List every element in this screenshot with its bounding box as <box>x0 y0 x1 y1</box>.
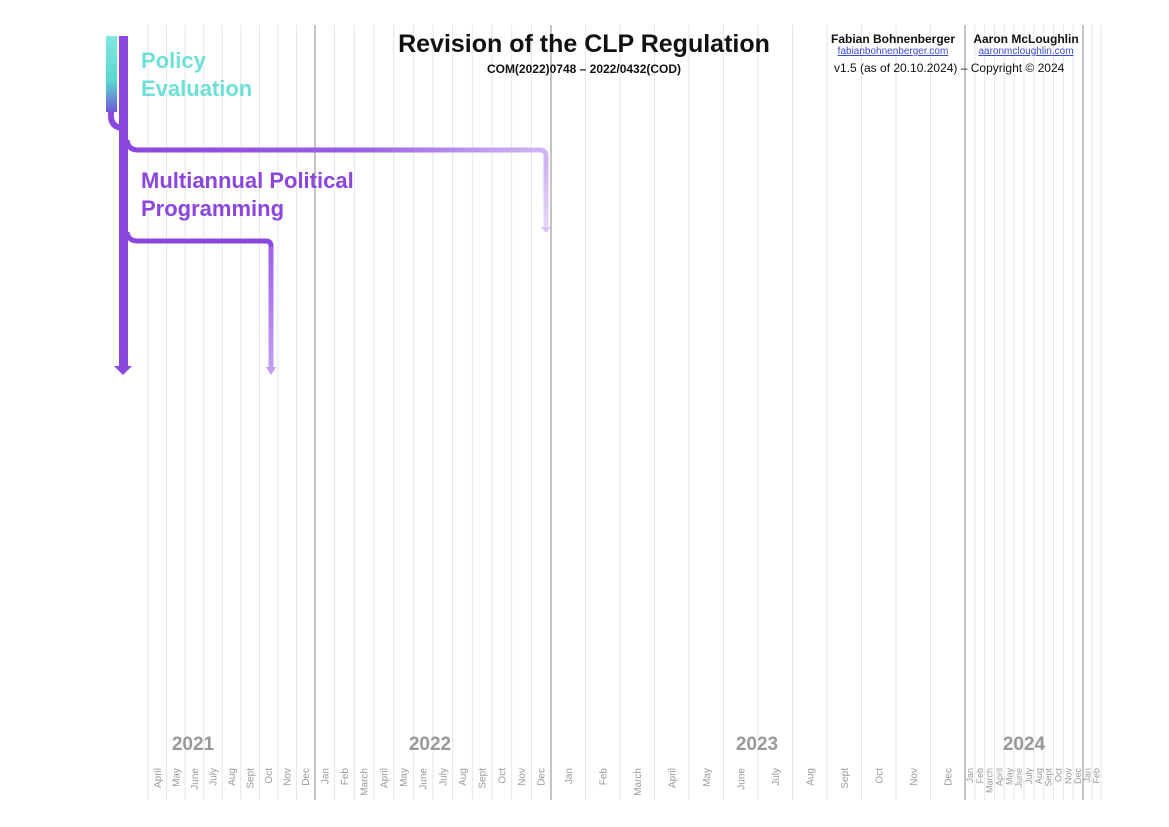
version-copyright: v1.5 (as of 20.10.2024) – Copyright © 20… <box>834 61 1065 75</box>
branch-line-dec-2022 <box>124 139 549 160</box>
month-label-2023-march: March <box>633 768 644 796</box>
month-label-2021-may: May <box>171 768 182 787</box>
month-label-2023-aug: Aug <box>805 768 816 786</box>
month-label-2024-oct: Oct <box>1054 768 1064 783</box>
month-label-2022-oct: Oct <box>497 768 508 784</box>
month-label-2021-dec: Dec <box>301 768 312 786</box>
year-dividers <box>314 25 1084 800</box>
phase-label-policy-evaluation: Policy Evaluation <box>141 48 253 101</box>
month-label-2025-jan: Jan <box>1083 768 1093 783</box>
month-label-2021-july: July <box>208 768 219 786</box>
month-label-2023-feb: Feb <box>598 768 609 786</box>
month-label-2024-june: June <box>1014 768 1024 788</box>
month-label-2021-june: June <box>190 768 201 790</box>
year-label-2024: 2024 <box>1002 734 1046 755</box>
month-label-2023-dec: Dec <box>943 768 954 786</box>
procedure-reference: COM(2022)0748 – 2022/0432(COD) <box>486 62 682 76</box>
branch-line-oct-2021 <box>124 231 274 248</box>
main-track <box>119 36 128 366</box>
year-label-2023: 2023 <box>735 734 779 755</box>
month-label-2022-feb: Feb <box>340 768 351 786</box>
page-title: Revision of the CLP Regulation <box>398 30 770 58</box>
month-label-2024-april: April <box>995 768 1005 786</box>
month-label-2021-oct: Oct <box>264 768 275 784</box>
month-label-2021-aug: Aug <box>227 768 238 786</box>
month-label-2022-sept: Sept <box>478 768 489 789</box>
month-label-2024-march: March <box>985 768 995 793</box>
month-label-2024-july: July <box>1024 768 1034 785</box>
month-label-2024-may: May <box>1004 768 1014 786</box>
month-label-2023-july: July <box>771 768 782 786</box>
month-label-2024-dec: Dec <box>1073 768 1083 785</box>
author-fabian: Fabian Bohnenberger fabianbohnenberger.c… <box>824 32 962 57</box>
month-label-2022-june: June <box>419 768 430 790</box>
month-label-2023-nov: Nov <box>909 768 920 786</box>
month-label-2024-aug: Aug <box>1034 768 1044 784</box>
author-aaron: Aaron McLoughlin aaronmcloughlin.com <box>966 32 1086 57</box>
month-labels: April May June July Aug Sept Oct Nov Dec Jan Feb Ma… <box>153 768 1102 796</box>
month-label-2022-march: March <box>360 768 371 796</box>
month-label-2021-sept: Sept <box>246 768 257 789</box>
month-label-2022-jan: Jan <box>320 768 331 784</box>
month-label-2024-feb: Feb <box>975 768 985 784</box>
month-label-2023-sept: Sept <box>840 768 851 789</box>
branch-drop-dec-2022 <box>543 158 549 228</box>
month-label-2023-april: April <box>667 768 678 788</box>
author-fabian-name: Fabian Bohnenberger <box>830 32 955 46</box>
month-label-2022-dec: Dec <box>537 768 548 786</box>
month-label-2024-jan: Jan <box>965 768 975 783</box>
policy-evaluation-bar <box>106 36 117 112</box>
month-gridlines <box>147 25 1102 800</box>
month-label-2023-jan: Jan <box>564 768 575 784</box>
phase-label-multiannual-programming: Multiannual Political Programming <box>141 168 354 221</box>
month-label-2023-oct: Oct <box>874 768 885 784</box>
branch-arrow-dec-2022-icon <box>541 227 551 233</box>
month-label-2021-nov: Nov <box>283 768 294 786</box>
month-label-2022-aug: Aug <box>458 768 469 786</box>
month-label-2025-feb: Feb <box>1092 768 1102 784</box>
author-fabian-link[interactable]: fabianbohnenberger.com <box>837 46 949 57</box>
month-label-2022-july: July <box>438 768 449 786</box>
month-label-2021-april: April <box>153 768 164 788</box>
main-track-arrow-icon <box>114 366 132 375</box>
month-label-2022-nov: Nov <box>517 768 528 786</box>
author-aaron-name: Aaron McLoughlin <box>973 32 1079 46</box>
author-aaron-link[interactable]: aaronmcloughlin.com <box>978 46 1074 57</box>
branch-drop-oct-2021 <box>268 246 274 368</box>
month-label-2023-june: June <box>736 768 747 790</box>
month-label-2024-sept: Sept <box>1044 768 1054 787</box>
month-label-2024-nov: Nov <box>1063 768 1073 785</box>
branch-arrow-oct-2021-icon <box>266 367 276 375</box>
year-label-2021: 2021 <box>171 734 215 755</box>
month-label-2022-april: April <box>379 768 390 788</box>
month-label-2022-may: May <box>399 768 410 787</box>
year-label-2022: 2022 <box>408 734 452 755</box>
month-label-2023-may: May <box>702 768 713 787</box>
